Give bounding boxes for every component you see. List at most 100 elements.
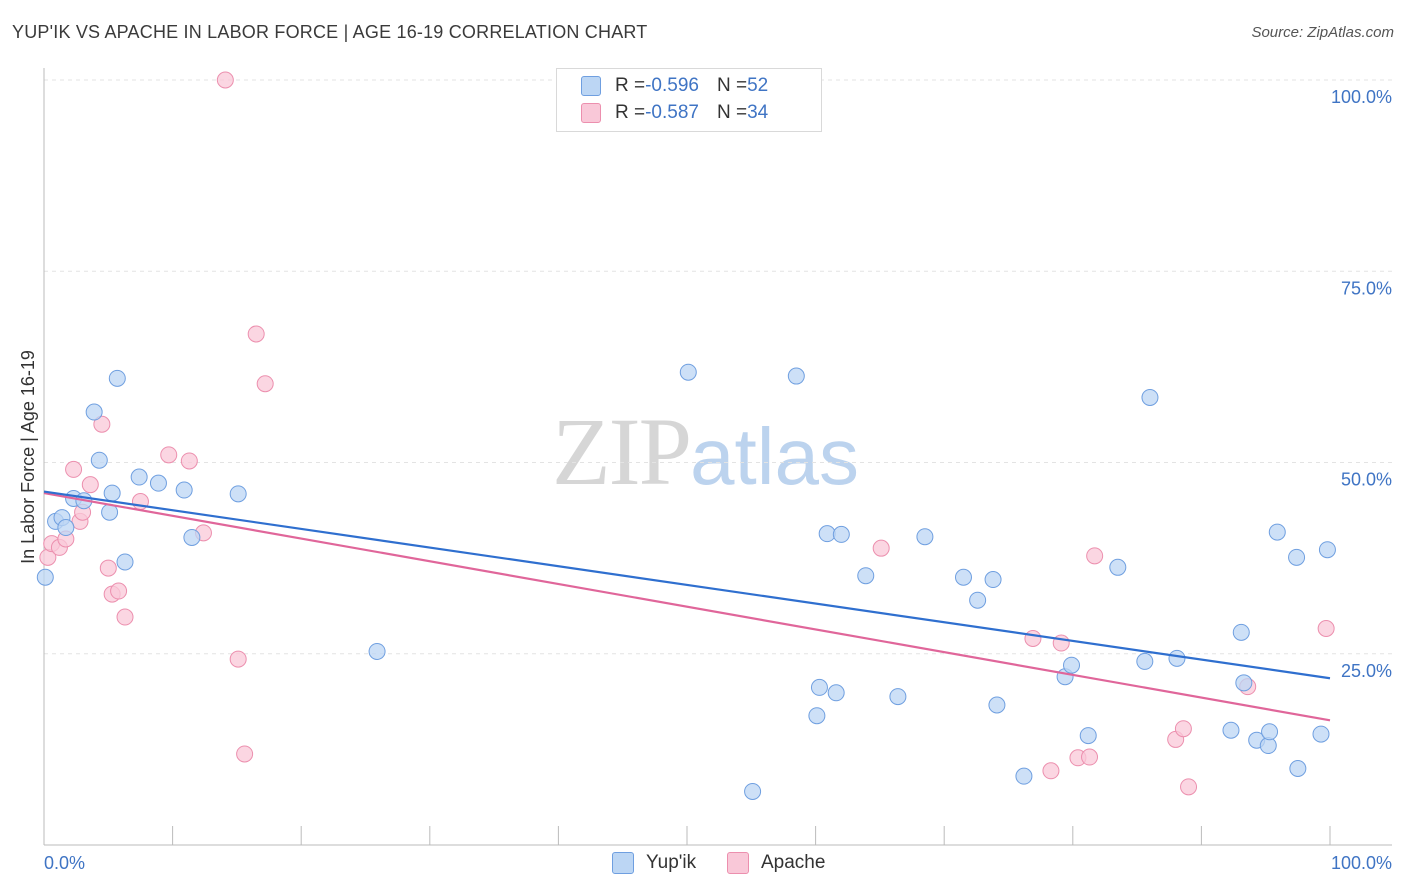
y-tick-label: 25.0% — [1341, 661, 1392, 681]
yupik-point — [1235, 674, 1253, 692]
yupik-point — [229, 485, 247, 503]
yupik-point — [969, 591, 987, 609]
bottom-legend-apache-label: Apache — [761, 852, 826, 873]
apache-swatch — [581, 103, 601, 123]
apache-point — [1042, 762, 1060, 780]
yupik-point — [1141, 388, 1159, 406]
apache-point — [247, 325, 265, 343]
axes — [43, 68, 1392, 846]
apache-point — [1174, 720, 1192, 738]
yupik-point — [1318, 541, 1336, 559]
yupik-point — [1232, 623, 1250, 641]
yupik-point — [90, 451, 108, 469]
apache-point — [93, 415, 111, 433]
legend-row-apache: R = -0.587 N = 34 — [581, 100, 768, 126]
apache-point — [160, 446, 178, 464]
yupik-point — [183, 528, 201, 546]
bottom-legend-yupik: Yup'ik — [612, 852, 696, 874]
apache-point — [1081, 748, 1099, 766]
yupik-point — [368, 642, 386, 660]
yupik-point — [108, 369, 126, 387]
gridlines — [44, 79, 1392, 655]
correlation-legend: R = -0.596 N = 52 R = -0.587 N = 34 — [556, 68, 822, 132]
apache-point — [1317, 620, 1335, 638]
source-label: Source: ZipAtlas.com — [1251, 24, 1394, 41]
watermark-atlas: atlas — [690, 412, 859, 501]
legend-n-value: 34 — [747, 102, 769, 123]
yupik-point — [954, 568, 972, 586]
yupik-point — [36, 568, 54, 586]
yupik-point — [1168, 649, 1186, 667]
apache-point — [256, 375, 274, 393]
yupik-point — [916, 528, 934, 546]
chart-title: YUP'IK VS APACHE IN LABOR FORCE | AGE 16… — [12, 22, 648, 42]
apache-point — [99, 559, 117, 577]
apache-point — [1180, 778, 1198, 796]
bottom-legend-apache: Apache — [727, 852, 825, 874]
apache-point — [1024, 629, 1042, 647]
yupik-point — [1136, 652, 1154, 670]
yupik-point — [787, 367, 805, 385]
yupik-points — [36, 363, 1336, 800]
legend-n-value: 52 — [747, 75, 769, 96]
yupik-point — [1015, 767, 1033, 785]
watermark-zip: ZIP — [552, 398, 692, 505]
watermark: ZIPatlas — [552, 396, 859, 507]
trend-lines — [43, 490, 1331, 722]
yupik-point — [1268, 523, 1286, 541]
yupik-point — [1288, 548, 1306, 566]
yupik-swatch — [581, 76, 601, 96]
apache-point — [180, 452, 198, 470]
yupik-point — [1063, 656, 1081, 674]
y-tick-label: 50.0% — [1341, 470, 1392, 490]
yupik-point — [857, 567, 875, 585]
apache-point — [236, 745, 254, 763]
apache-trend-line — [43, 492, 1331, 722]
yupik-point — [85, 403, 103, 421]
yupik-point — [1312, 725, 1330, 743]
yupik-point — [984, 571, 1002, 589]
legend-r-label: R = — [615, 75, 646, 96]
apache-swatch — [727, 852, 749, 874]
yupik-point — [103, 484, 121, 502]
yupik-point — [130, 468, 148, 486]
bottom-legend-yupik-label: Yup'ik — [646, 852, 697, 873]
yupik-point — [1261, 723, 1279, 741]
apache-point — [216, 71, 234, 89]
yupik-point — [1222, 721, 1240, 739]
yupik-trend-line — [43, 490, 1331, 680]
yupik-point — [57, 519, 75, 537]
y-tick-label: 75.0% — [1341, 278, 1392, 298]
apache-point — [1086, 547, 1104, 565]
legend-r-label: R = — [615, 102, 646, 123]
apache-point — [65, 460, 83, 478]
yupik-point — [832, 525, 850, 543]
legend-n-label: N = — [716, 102, 748, 123]
yupik-point — [889, 688, 907, 706]
x-tick-label: 100.0% — [1331, 853, 1392, 873]
legend-r-value: -0.596 — [645, 75, 699, 96]
apache-point — [81, 476, 99, 494]
apache-point — [116, 608, 134, 626]
y-axis-title: In Labor Force | Age 16-19 — [18, 350, 38, 564]
apache-point — [229, 650, 247, 668]
legend-r-value: -0.587 — [645, 102, 699, 123]
yupik-point — [1079, 727, 1097, 745]
yupik-point — [149, 474, 167, 492]
yupik-point — [1109, 558, 1127, 576]
yupik-point — [818, 525, 836, 543]
yupik-point — [810, 678, 828, 696]
tick-labels: 25.0% 50.0% 75.0% 100.0% 0.0% 100.0% — [44, 87, 1392, 873]
yupik-point — [116, 553, 134, 571]
yupik-point — [1289, 760, 1307, 777]
yupik-point — [679, 363, 697, 381]
yupik-swatch — [612, 852, 634, 874]
apache-point — [872, 539, 890, 557]
y-tick-label: 100.0% — [1331, 87, 1392, 107]
apache-point — [110, 582, 128, 600]
yupik-point — [988, 696, 1006, 714]
legend-n-label: N = — [716, 75, 748, 96]
x-tick-label: 0.0% — [44, 853, 85, 873]
yupik-point — [827, 684, 845, 702]
